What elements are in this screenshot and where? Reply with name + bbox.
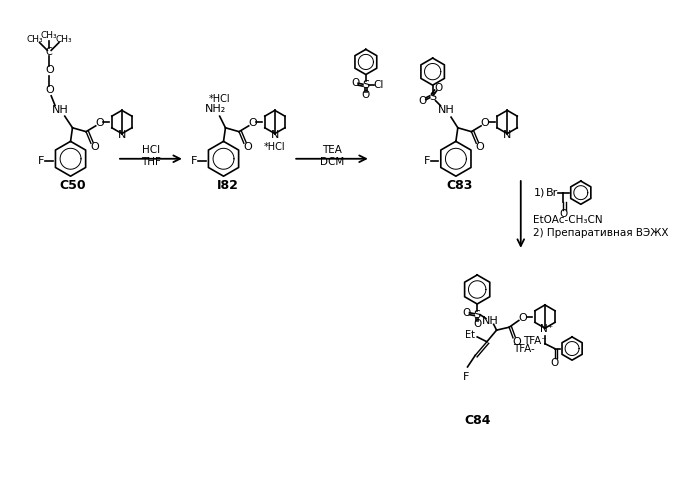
- Text: TEA: TEA: [322, 145, 342, 155]
- Text: O: O: [473, 319, 482, 330]
- Text: O: O: [248, 118, 257, 128]
- Text: O: O: [512, 337, 522, 347]
- Text: TFA-: TFA-: [513, 344, 535, 353]
- Text: *HCl: *HCl: [264, 142, 286, 152]
- Text: DCM: DCM: [320, 156, 344, 167]
- Text: O: O: [45, 65, 54, 75]
- Text: O: O: [518, 312, 527, 323]
- Text: O: O: [90, 142, 99, 152]
- Text: S: S: [429, 92, 436, 102]
- Text: N: N: [118, 130, 126, 139]
- Text: F: F: [463, 372, 469, 382]
- Text: O: O: [419, 96, 427, 105]
- Text: Cl: Cl: [373, 80, 384, 90]
- Text: 2) Препаративная ВЭЖХ: 2) Препаративная ВЭЖХ: [533, 228, 668, 238]
- Text: NH: NH: [482, 316, 499, 327]
- Text: O: O: [45, 85, 54, 95]
- Text: CH₃: CH₃: [27, 35, 43, 44]
- Text: NH: NH: [52, 105, 69, 115]
- Text: N⁺: N⁺: [540, 324, 554, 334]
- Text: NH₂: NH₂: [205, 104, 226, 114]
- Text: *HCl: *HCl: [209, 94, 230, 104]
- Text: Et: Et: [466, 330, 475, 340]
- Text: O: O: [481, 118, 489, 128]
- Text: O: O: [550, 358, 559, 368]
- Text: O: O: [362, 90, 370, 100]
- Text: O: O: [244, 142, 252, 152]
- Text: O: O: [463, 308, 470, 318]
- Text: O: O: [434, 83, 442, 93]
- Text: CH₃: CH₃: [55, 35, 72, 44]
- Text: HCl: HCl: [142, 145, 160, 155]
- Text: EtOAc-CH₃CN: EtOAc-CH₃CN: [533, 215, 603, 225]
- Text: O: O: [559, 209, 568, 219]
- Text: THF: THF: [141, 156, 161, 167]
- Text: 1): 1): [533, 188, 545, 198]
- Text: C84: C84: [464, 414, 491, 427]
- Text: S: S: [363, 80, 370, 90]
- Text: C83: C83: [447, 179, 473, 192]
- Text: NH: NH: [438, 105, 454, 115]
- Text: F: F: [191, 156, 197, 166]
- Text: S: S: [474, 310, 481, 320]
- Text: F: F: [424, 156, 430, 166]
- Text: C50: C50: [60, 179, 86, 192]
- Text: O: O: [476, 142, 484, 152]
- Text: O: O: [351, 78, 359, 88]
- Text: TFA⁻: TFA⁻: [524, 336, 547, 346]
- Text: F: F: [38, 156, 45, 166]
- Text: Br: Br: [546, 188, 558, 198]
- Text: I82: I82: [216, 179, 238, 192]
- Text: C: C: [46, 47, 52, 57]
- Text: N: N: [503, 130, 512, 139]
- Text: N: N: [271, 130, 279, 139]
- Text: O: O: [95, 118, 104, 128]
- Text: CH₃: CH₃: [41, 31, 57, 40]
